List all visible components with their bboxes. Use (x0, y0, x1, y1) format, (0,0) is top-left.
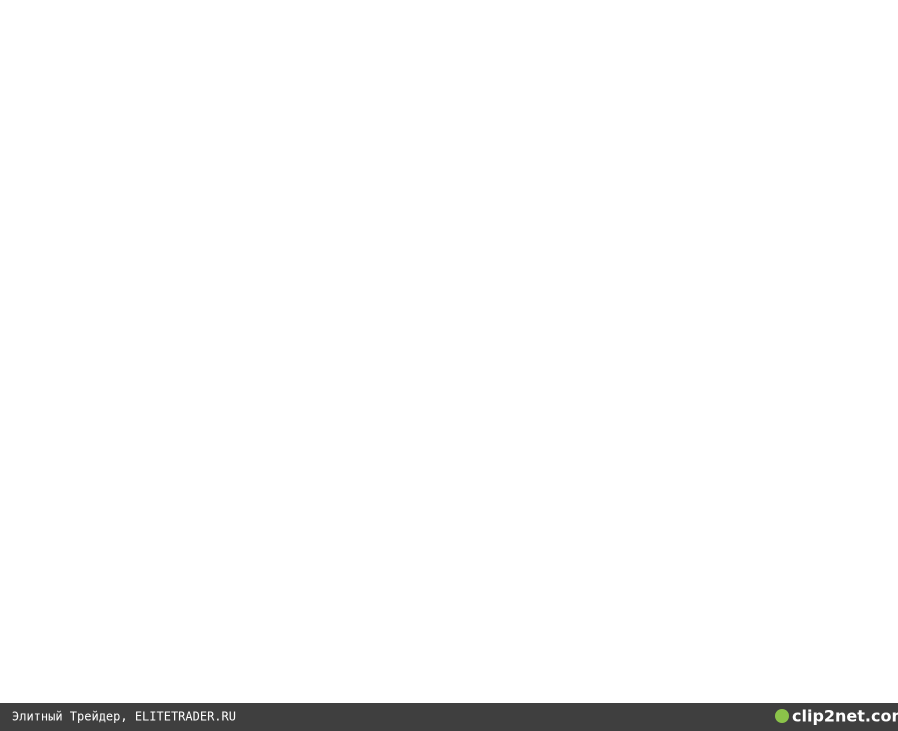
footer-bar (0, 703, 898, 731)
logo: clip2net.com (792, 707, 898, 726)
footer-text: Элитный Трейдер, ELITETRADER.RU (12, 710, 236, 724)
logo-icon (775, 709, 789, 723)
